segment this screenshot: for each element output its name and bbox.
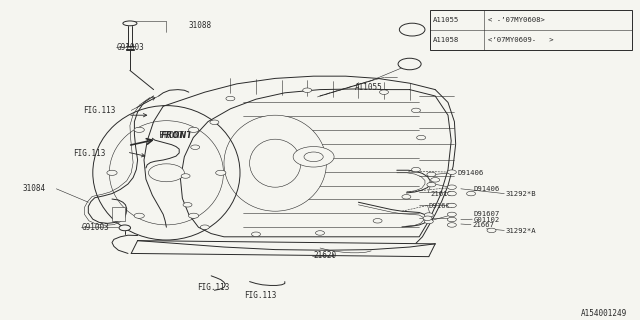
Text: D91406: D91406 [458, 170, 484, 176]
Circle shape [447, 185, 456, 189]
Circle shape [148, 164, 184, 182]
Text: A11055: A11055 [355, 84, 383, 92]
Circle shape [402, 195, 411, 199]
Circle shape [188, 213, 198, 218]
Circle shape [373, 219, 382, 223]
Circle shape [398, 58, 421, 70]
Circle shape [183, 203, 192, 207]
Text: FIG.113: FIG.113 [197, 283, 230, 292]
Bar [430, 10, 632, 50]
Text: FRONT: FRONT [159, 132, 184, 140]
Text: A11055: A11055 [433, 17, 460, 23]
Circle shape [304, 152, 323, 162]
Circle shape [427, 182, 436, 187]
Text: 31084: 31084 [22, 184, 45, 193]
Circle shape [412, 108, 420, 113]
Circle shape [423, 216, 432, 220]
Text: < -’07MY0608>: < -’07MY0608> [488, 17, 545, 23]
Circle shape [134, 127, 145, 132]
Text: FRONT: FRONT [161, 131, 193, 140]
Text: 31292*B: 31292*B [506, 191, 536, 197]
Circle shape [447, 212, 456, 217]
Circle shape [412, 167, 420, 172]
Circle shape [216, 170, 226, 175]
Ellipse shape [123, 21, 137, 26]
Text: G91003: G91003 [82, 223, 109, 232]
Circle shape [303, 88, 312, 92]
Circle shape [191, 145, 200, 149]
Circle shape [447, 223, 456, 227]
Text: 31292*A: 31292*A [506, 228, 536, 234]
Text: D91406: D91406 [474, 186, 500, 192]
Circle shape [200, 225, 209, 229]
Text: FIG.113: FIG.113 [74, 149, 106, 158]
Circle shape [424, 213, 433, 217]
Text: 21667: 21667 [472, 222, 494, 228]
Circle shape [447, 203, 456, 208]
Text: D91607: D91607 [474, 212, 500, 217]
Text: 31088: 31088 [189, 21, 212, 30]
Circle shape [467, 191, 476, 196]
Circle shape [181, 174, 190, 178]
Circle shape [487, 228, 496, 233]
Circle shape [252, 232, 260, 236]
Circle shape [399, 23, 425, 36]
Circle shape [210, 120, 219, 124]
Text: G01102: G01102 [474, 217, 500, 223]
Text: <’07MY0609-   >: <’07MY0609- > [488, 36, 554, 43]
Text: FIG.113: FIG.113 [244, 292, 277, 300]
Text: FIG.113: FIG.113 [83, 106, 116, 115]
Ellipse shape [224, 115, 326, 211]
Circle shape [380, 90, 388, 94]
Circle shape [431, 178, 440, 182]
Bar [112, 207, 125, 221]
Circle shape [316, 231, 324, 235]
Circle shape [226, 96, 235, 101]
Text: D91607: D91607 [429, 204, 455, 209]
Text: A154001249: A154001249 [581, 309, 627, 318]
Circle shape [134, 213, 145, 218]
Text: 1: 1 [407, 60, 412, 68]
Text: 21619: 21619 [430, 191, 452, 196]
Circle shape [188, 127, 198, 132]
Circle shape [119, 225, 131, 231]
Circle shape [424, 219, 433, 224]
Text: G91003: G91003 [117, 44, 145, 52]
Circle shape [447, 217, 456, 222]
Circle shape [427, 172, 436, 177]
Text: 1: 1 [410, 25, 415, 34]
Text: 21620: 21620 [314, 252, 337, 260]
Text: A11058: A11058 [433, 36, 460, 43]
Circle shape [447, 191, 456, 196]
Circle shape [417, 135, 426, 140]
Circle shape [447, 170, 456, 174]
Circle shape [293, 147, 334, 167]
Circle shape [107, 170, 117, 175]
